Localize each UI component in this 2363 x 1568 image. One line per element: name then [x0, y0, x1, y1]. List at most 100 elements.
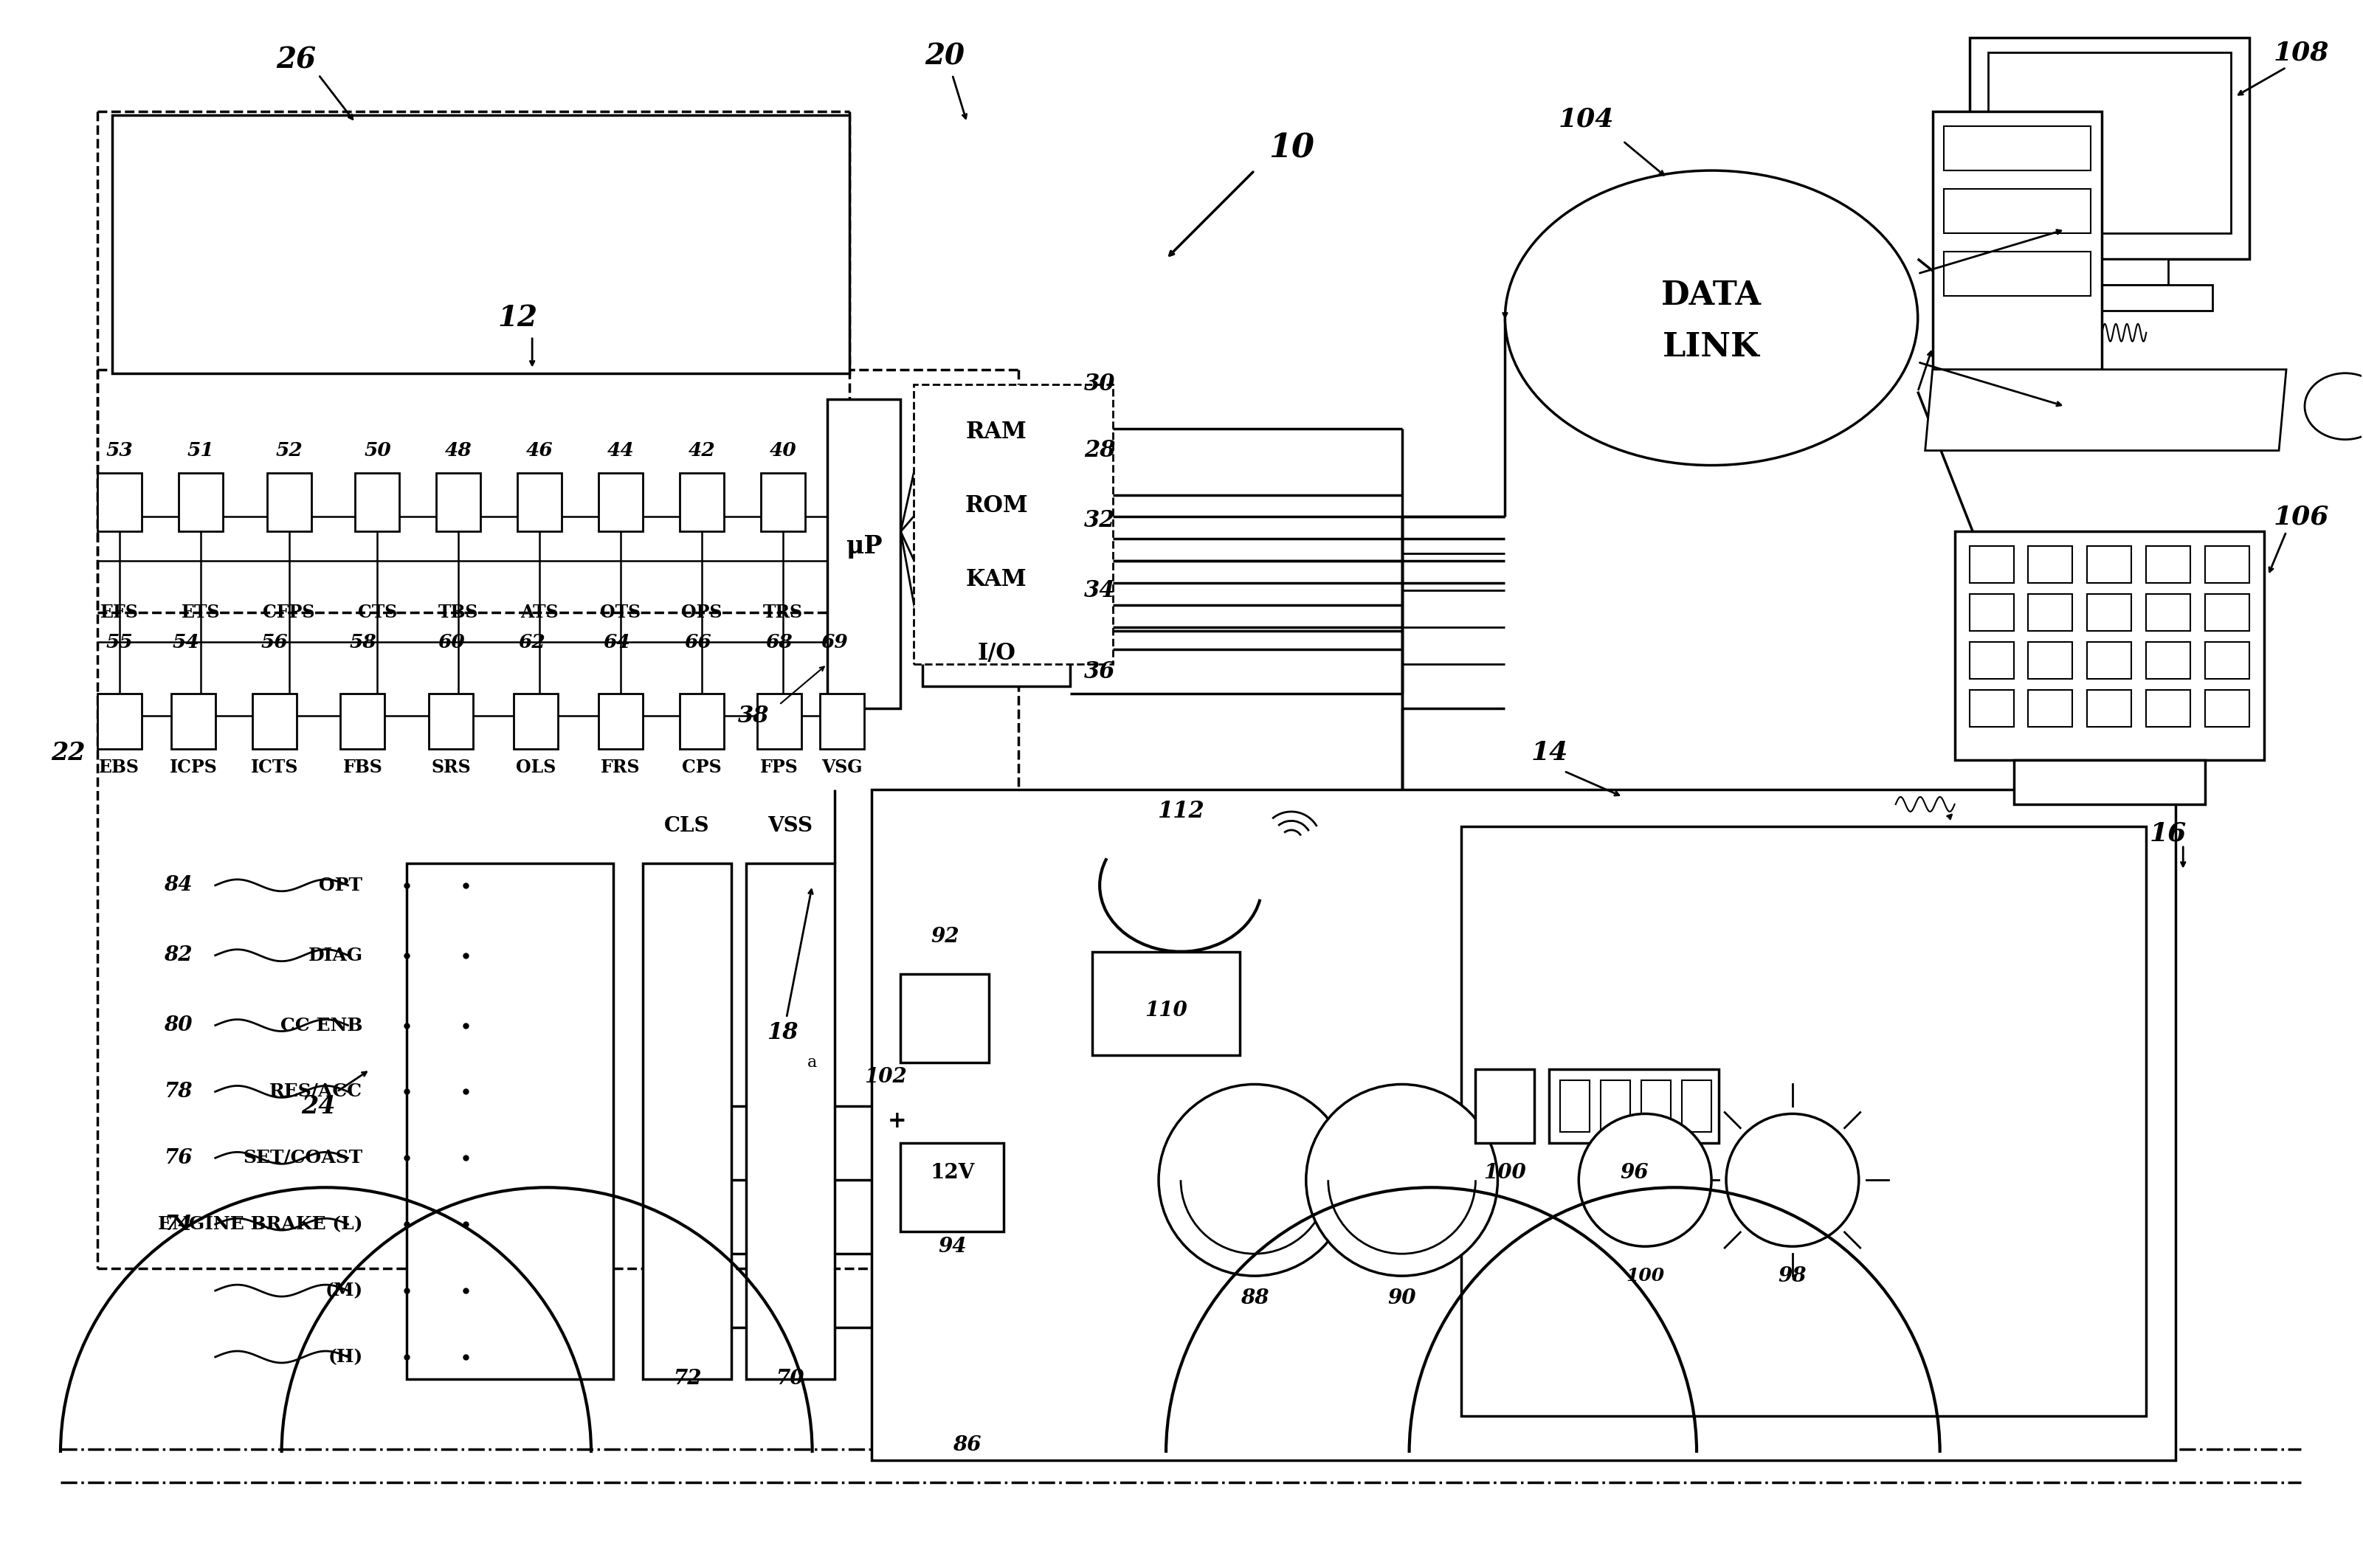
Text: 52: 52 — [276, 441, 302, 459]
Bar — [267, 472, 312, 532]
Bar — [827, 398, 900, 709]
Bar — [2051, 259, 2169, 285]
Bar — [1968, 594, 2013, 630]
Text: CLS: CLS — [664, 817, 709, 836]
Text: EBS: EBS — [99, 759, 139, 776]
Text: ENGINE BRAKE (L): ENGINE BRAKE (L) — [158, 1215, 362, 1232]
Text: 38: 38 — [737, 704, 768, 728]
Text: OLS: OLS — [515, 759, 555, 776]
Text: 64: 64 — [603, 633, 631, 651]
Text: (M): (M) — [324, 1281, 362, 1300]
Text: 36: 36 — [1085, 660, 1115, 684]
Text: 92: 92 — [931, 927, 959, 947]
Text: 66: 66 — [685, 633, 711, 651]
Text: CC ENB: CC ENB — [281, 1016, 362, 1035]
Text: 55: 55 — [106, 633, 132, 651]
Bar — [1933, 111, 2103, 370]
Bar — [900, 1143, 1004, 1232]
Bar — [924, 619, 1070, 687]
Text: 16: 16 — [2150, 822, 2186, 847]
Bar — [437, 472, 480, 532]
Ellipse shape — [1505, 171, 1919, 466]
Text: 72: 72 — [673, 1369, 702, 1389]
Bar — [678, 204, 711, 299]
Bar — [1642, 1080, 1671, 1132]
Bar — [2087, 546, 2131, 583]
Bar — [924, 546, 1070, 613]
Text: 54: 54 — [172, 633, 198, 651]
Text: EFS: EFS — [99, 604, 139, 621]
Text: μP: μP — [846, 535, 881, 558]
Bar — [1954, 532, 2264, 760]
Text: OPT: OPT — [319, 877, 362, 894]
Text: 70: 70 — [775, 1369, 803, 1389]
Text: TRS: TRS — [763, 604, 803, 621]
Bar — [1460, 826, 2146, 1416]
Text: 62: 62 — [517, 633, 546, 651]
Text: 30: 30 — [1085, 373, 1115, 395]
Polygon shape — [678, 299, 711, 329]
Bar — [354, 472, 399, 532]
Text: CFPS: CFPS — [262, 604, 314, 621]
Text: 12: 12 — [499, 304, 536, 332]
Text: FRS: FRS — [600, 759, 640, 776]
Bar — [1092, 952, 1241, 1055]
Bar — [430, 166, 473, 204]
Bar — [756, 693, 801, 750]
Bar — [872, 790, 2176, 1460]
Bar — [97, 472, 142, 532]
Bar — [1475, 1069, 1534, 1143]
Bar — [598, 472, 643, 532]
Bar — [1682, 1080, 1711, 1132]
Text: FPS: FPS — [761, 759, 799, 776]
Text: ATS: ATS — [520, 604, 558, 621]
Bar — [1945, 188, 2091, 234]
Text: 90: 90 — [1387, 1287, 1415, 1308]
Bar — [295, 166, 340, 204]
Text: SRS: SRS — [432, 759, 470, 776]
Text: 18: 18 — [768, 1021, 799, 1044]
Text: DIAG: DIAG — [307, 947, 362, 964]
Text: 48: 48 — [444, 441, 473, 459]
Bar — [2087, 690, 2131, 728]
Bar — [340, 693, 385, 750]
Text: 56: 56 — [260, 633, 288, 651]
Text: 84: 84 — [163, 875, 194, 895]
Text: 51: 51 — [187, 441, 215, 459]
Text: 50: 50 — [364, 441, 390, 459]
Bar — [761, 472, 806, 532]
Text: a: a — [808, 1054, 818, 1071]
Bar — [2027, 546, 2072, 583]
Text: 68: 68 — [766, 633, 792, 651]
Text: FBS: FBS — [343, 759, 383, 776]
Polygon shape — [172, 299, 206, 329]
Text: KAM: KAM — [966, 568, 1028, 591]
Text: 88: 88 — [1241, 1287, 1269, 1308]
Text: OPS: OPS — [681, 604, 723, 621]
Text: LINK: LINK — [1664, 331, 1760, 364]
Bar — [168, 166, 213, 204]
Bar — [2027, 594, 2072, 630]
Bar — [517, 472, 562, 532]
Bar — [1968, 546, 2013, 583]
Text: 60: 60 — [437, 633, 466, 651]
Text: 22: 22 — [50, 740, 85, 765]
Polygon shape — [435, 299, 468, 329]
Text: 76: 76 — [163, 1148, 194, 1168]
Bar — [180, 472, 222, 532]
Bar — [820, 693, 865, 750]
Text: 94: 94 — [938, 1237, 966, 1256]
Bar — [2013, 760, 2205, 804]
Text: CTS: CTS — [357, 604, 397, 621]
Bar — [2146, 546, 2191, 583]
Bar — [253, 693, 295, 750]
Bar — [97, 693, 142, 750]
Text: 102: 102 — [865, 1066, 907, 1087]
Bar — [924, 472, 1070, 539]
Text: 74: 74 — [163, 1214, 194, 1234]
Bar — [1600, 1080, 1630, 1132]
Bar — [2027, 690, 2072, 728]
Text: 20: 20 — [924, 42, 964, 71]
Text: 110: 110 — [1144, 1000, 1186, 1021]
Bar — [1560, 1080, 1590, 1132]
